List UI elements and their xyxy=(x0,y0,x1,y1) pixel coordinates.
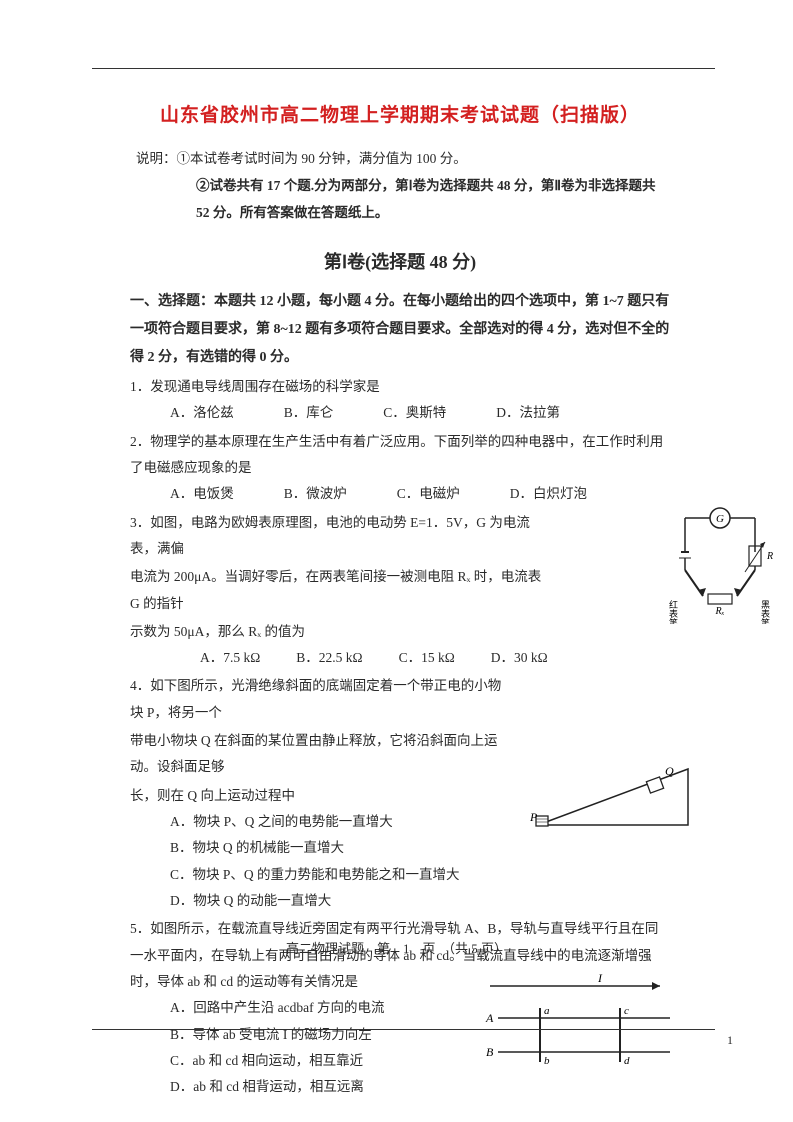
section-instructions: 一、选择题：本题共 12 小题，每小题 4 分。在每小题给出的四个选项中，第 1… xyxy=(130,288,670,372)
q3-diagram: G R xyxy=(665,504,775,624)
q5-b: B．导体 ab 受电流 I 的磁场力向左 xyxy=(130,1022,390,1048)
q3-a: A．7.5 kΩ xyxy=(200,645,260,671)
q4-d: D．物块 Q 的动能一直增大 xyxy=(130,888,670,914)
q5-b-rail: B xyxy=(486,1045,494,1059)
q1-a: A．洛伦兹 xyxy=(170,400,234,426)
q5-i-label: I xyxy=(597,974,603,985)
q2-options: A．电饭煲 B．微波炉 C．电磁炉 D．白炽灯泡 xyxy=(130,481,670,507)
q4-q-label: Q xyxy=(665,764,674,778)
q5-a-rail: A xyxy=(485,1011,494,1025)
q3-line3: 示数为 50μA，那么 Rₓ 的值为 xyxy=(130,619,550,645)
q5-d-pt: d xyxy=(624,1055,630,1067)
q4-line1: 4．如下图所示，光滑绝缘斜面的底端固定着一个带正电的小物块 P，将另一个 xyxy=(130,673,510,726)
q3-d: D．30 kΩ xyxy=(491,645,548,671)
q4-diagram: Q P xyxy=(530,761,700,833)
q3-line2: 电流为 200μA。当调好零后，在两表笔间接一被测电阻 Rₓ 时，电流表 G 的… xyxy=(130,564,550,617)
q2-c: C．电磁炉 xyxy=(397,481,460,507)
q4-p-label: P xyxy=(530,810,538,824)
q1-options: A．洛伦兹 B．库仑 C．奥斯特 D．法拉第 xyxy=(130,400,670,426)
intro-text-1: ①本试卷考试时间为 90 分钟，满分值为 100 分。 xyxy=(177,151,467,166)
q2-text: 2．物理学的基本原理在生产生活中有着广泛应用。下面列举的四种电器中，在工作时利用… xyxy=(130,429,670,482)
bottom-rule xyxy=(92,1029,715,1030)
intro-line-2: ②试卷共有 17 个题.分为两部分，第Ⅰ卷为选择题共 48 分，第Ⅱ卷为非选择题… xyxy=(136,172,670,226)
q2-b: B．微波炉 xyxy=(284,481,347,507)
q5-a-pt: a xyxy=(544,1005,550,1017)
q3-g-label: G xyxy=(716,513,724,525)
q3-r-label: R xyxy=(766,551,773,562)
q5-c: C．ab 和 cd 相向运动，相互靠近 xyxy=(130,1048,390,1074)
page-footer: 高二物理试题 第 1 页 （共 5 页） xyxy=(0,938,793,957)
q5-a: A．回路中产生沿 acdbaf 方向的电流 xyxy=(130,995,390,1021)
q1-d: D．法拉第 xyxy=(496,400,560,426)
q1-c: C．奥斯特 xyxy=(383,400,446,426)
q4-line2: 带电小物块 Q 在斜面的某位置由静止释放，它将沿斜面向上运动。设斜面足够 xyxy=(130,728,510,781)
q3-rx-label: Rₓ xyxy=(715,606,725,617)
q3-b: B．22.5 kΩ xyxy=(296,645,362,671)
q3-options: A．7.5 kΩ B．22.5 kΩ C．15 kΩ D．30 kΩ xyxy=(130,645,670,671)
q3-c: C．15 kΩ xyxy=(399,645,455,671)
q5-diagram: I A B a b c d xyxy=(480,974,680,1069)
q4-c: C．物块 P、Q 的重力势能和电势能之和一直增大 xyxy=(130,862,670,888)
q1-b: B．库仑 xyxy=(284,400,334,426)
q5-d: D．ab 和 cd 相背运动，相互远离 xyxy=(130,1074,390,1100)
q1-text: 1．发现通电导线周围存在磁场的科学家是 xyxy=(130,374,670,400)
top-rule xyxy=(92,68,715,69)
intro-line-1: 说明：①本试卷考试时间为 90 分钟，满分值为 100 分。 xyxy=(136,145,670,172)
intro-label: 说明： xyxy=(136,151,177,166)
q3-left-probe: 红表笔 xyxy=(668,598,678,623)
page-number: 1 xyxy=(727,1033,733,1048)
q4-line3: 长，则在 Q 向上运动过程中 xyxy=(130,783,510,809)
q5-c-pt: c xyxy=(624,1005,629,1017)
section-1-header: 第Ⅰ卷(选择题 48 分) xyxy=(130,248,670,274)
exam-title: 山东省胶州市高二物理上学期期末考试试题（扫描版） xyxy=(130,100,670,127)
q3-right-probe: 黑表笔 xyxy=(760,599,770,623)
q2-a: A．电饭煲 xyxy=(170,481,234,507)
q3-line1: 3．如图，电路为欧姆表原理图，电池的电动势 E=1．5V，G 为电流表，满偏 xyxy=(130,510,550,563)
q4-b: B．物块 Q 的机械能一直增大 xyxy=(130,835,670,861)
q2-d: D．白炽灯泡 xyxy=(510,481,587,507)
q5-b-pt: b xyxy=(544,1055,550,1067)
